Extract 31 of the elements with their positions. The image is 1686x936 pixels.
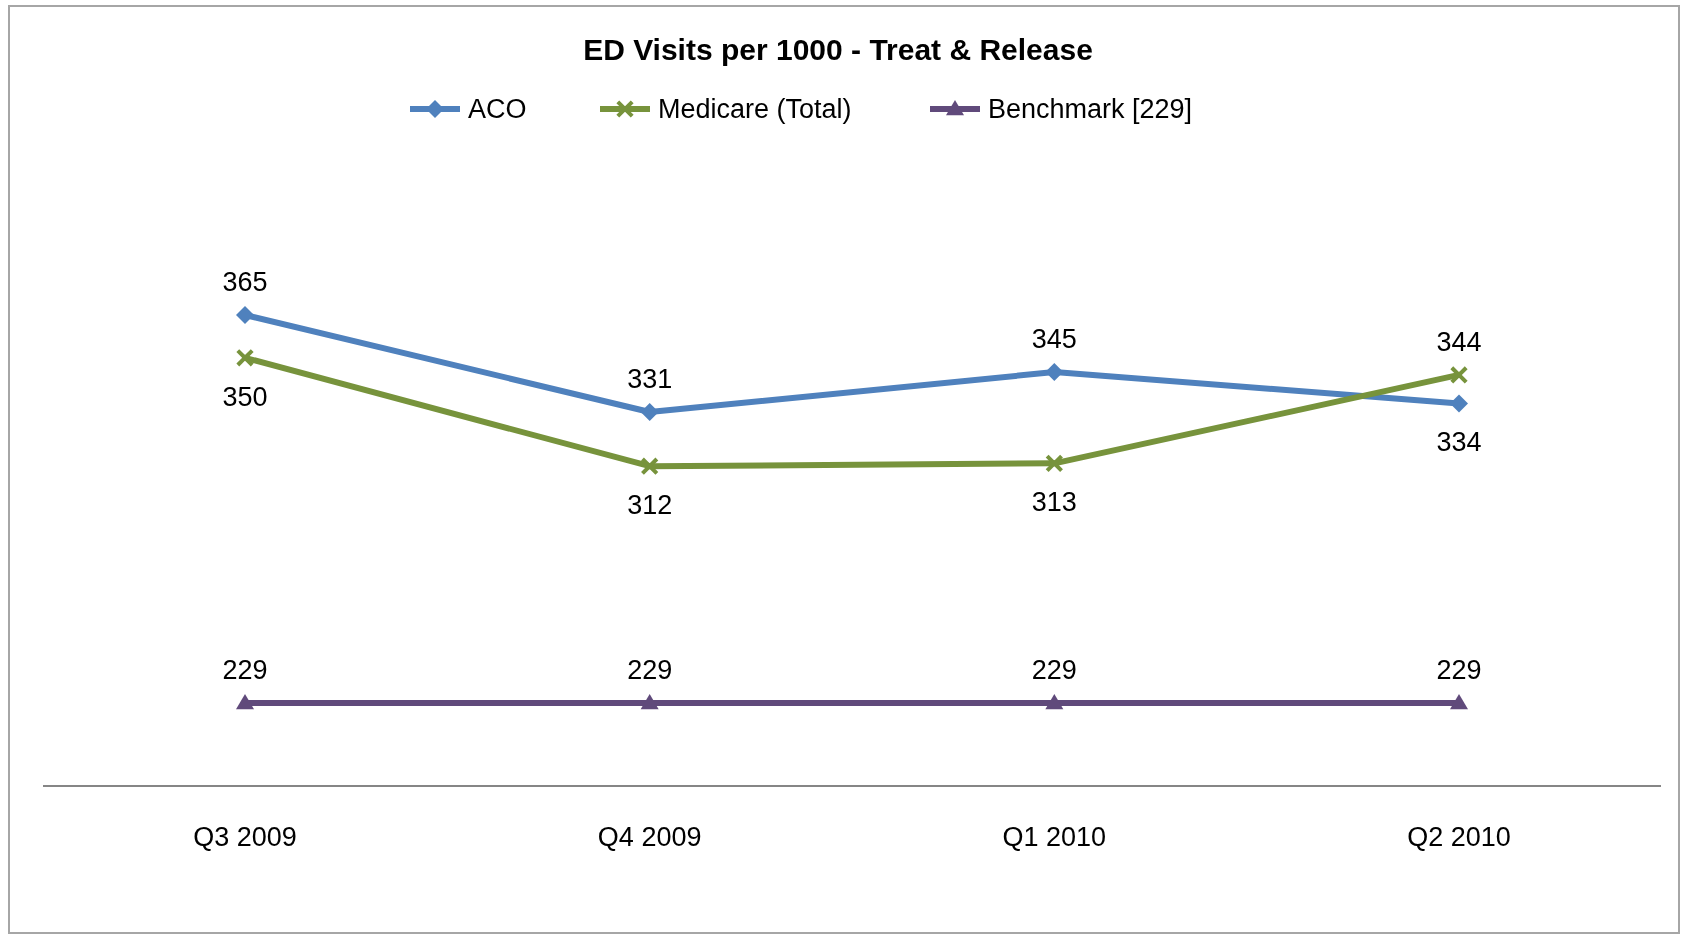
point xyxy=(1450,394,1468,413)
x-tick-label: Q1 2010 xyxy=(1002,822,1107,852)
point xyxy=(236,694,254,710)
data-label: 334 xyxy=(1436,427,1482,458)
point xyxy=(640,694,659,710)
point xyxy=(235,348,255,367)
data-label: 331 xyxy=(627,364,673,394)
legend-label: Medicare (Total) xyxy=(658,94,852,124)
data-label: 312 xyxy=(627,490,673,521)
legend-label: ACO xyxy=(468,94,527,124)
point xyxy=(1045,694,1064,710)
chart-title: ED Visits per 1000 - Treat & Release xyxy=(583,33,1093,66)
point xyxy=(1450,694,1468,710)
data-label: 229 xyxy=(627,655,673,685)
legend-label: Benchmark [229] xyxy=(988,94,1193,124)
point xyxy=(640,403,659,421)
data-label: 344 xyxy=(1436,326,1482,357)
data-label: 350 xyxy=(222,381,268,412)
point xyxy=(1449,365,1469,385)
point xyxy=(640,457,659,476)
data-label: 229 xyxy=(222,655,268,685)
x-tick-label: Q2 2010 xyxy=(1407,822,1511,852)
point xyxy=(236,306,254,324)
data-label: 345 xyxy=(1031,324,1077,355)
data-label: 313 xyxy=(1031,487,1077,518)
x-tick-label: Q4 2009 xyxy=(597,822,702,852)
point xyxy=(1045,454,1064,473)
x-tick-label: Q3 2009 xyxy=(193,822,297,852)
data-label: 229 xyxy=(1031,655,1077,685)
data-label: 365 xyxy=(222,267,268,297)
data-label: 229 xyxy=(1436,655,1482,685)
